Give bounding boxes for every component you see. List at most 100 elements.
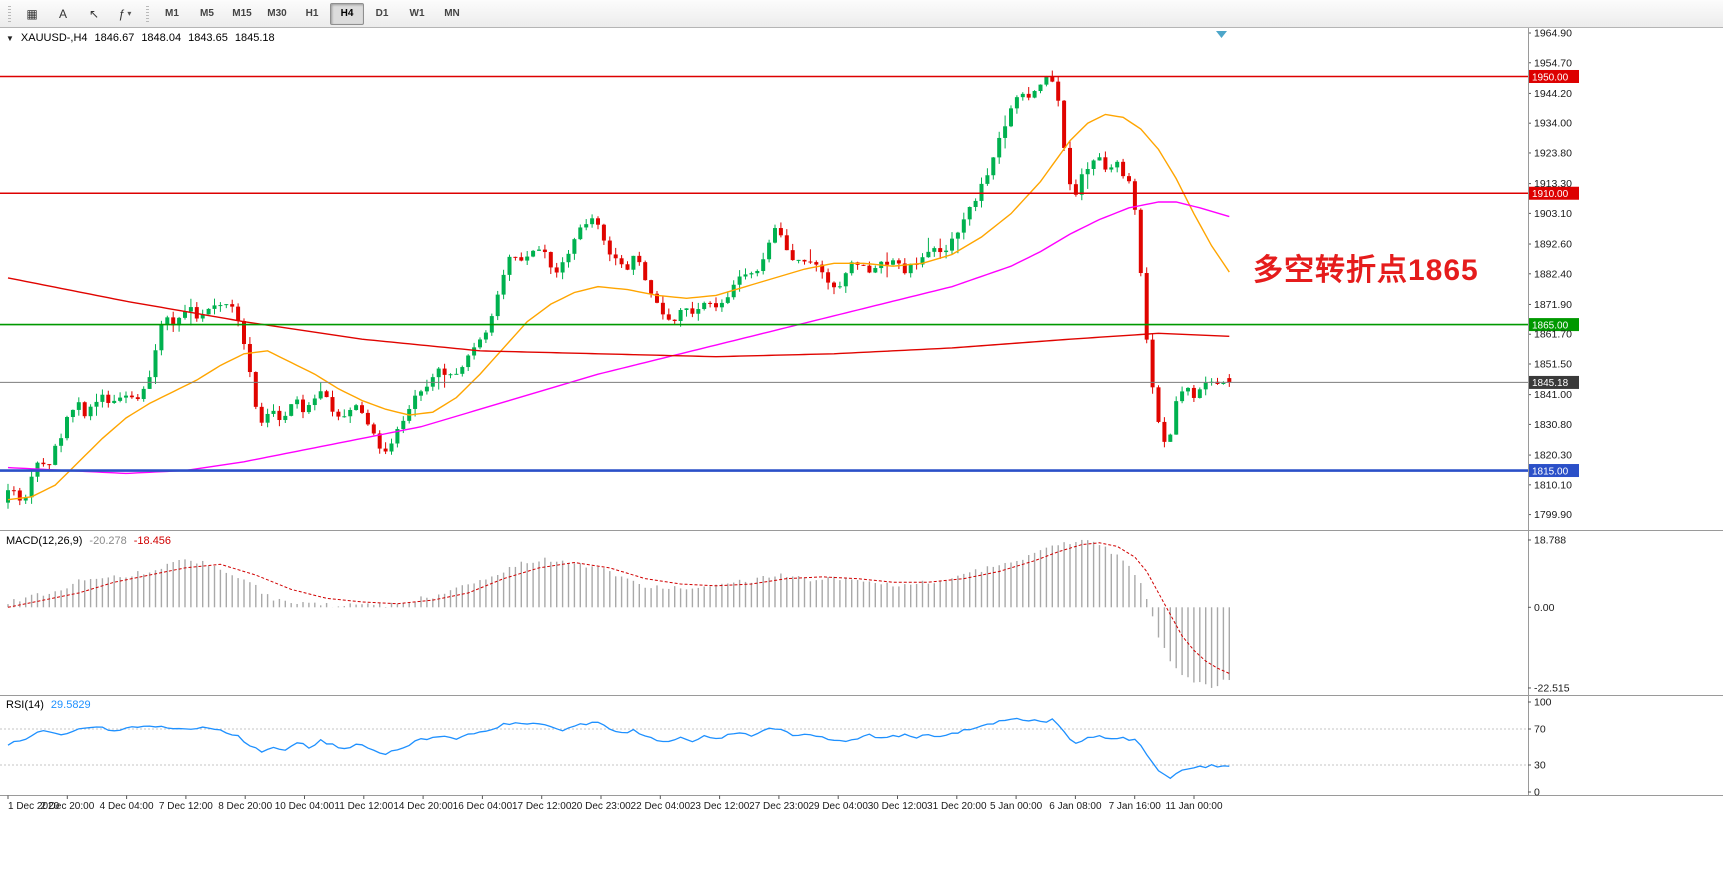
chart-grid-icon[interactable]: ▦ bbox=[26, 6, 38, 21]
candle-up bbox=[1014, 97, 1019, 109]
timeframe-h4[interactable]: H4 bbox=[330, 2, 364, 25]
candle-up bbox=[796, 259, 801, 261]
timeframe-m15[interactable]: M15 bbox=[232, 8, 252, 19]
timeframe-d1[interactable]: D1 bbox=[375, 8, 389, 19]
candle-up bbox=[183, 311, 187, 318]
candle-up bbox=[389, 443, 394, 452]
candle-down bbox=[896, 260, 901, 264]
rsi-value: 29.5829 bbox=[50, 699, 91, 711]
candle-up bbox=[271, 410, 276, 414]
candle-up bbox=[920, 257, 925, 265]
candle-up bbox=[483, 332, 488, 340]
candle-down bbox=[808, 261, 813, 263]
candle-down bbox=[230, 304, 235, 307]
toolbar-drag-handle[interactable] bbox=[146, 5, 149, 22]
candle-down bbox=[601, 224, 606, 241]
candle-up bbox=[719, 302, 724, 308]
candle-up bbox=[342, 416, 347, 418]
price-badge bbox=[1529, 464, 1579, 478]
candle-down bbox=[330, 397, 335, 412]
candle-down bbox=[666, 314, 671, 320]
candle-up bbox=[466, 355, 471, 368]
candle-up bbox=[23, 497, 28, 501]
ohlc-close: 1845.18 bbox=[234, 32, 275, 44]
price-axis-label: 1934.00 bbox=[1534, 118, 1572, 130]
candle-down bbox=[814, 262, 819, 265]
price-axis-label: 1882.40 bbox=[1534, 268, 1572, 280]
candle-down bbox=[253, 372, 258, 407]
candle-down bbox=[554, 267, 559, 273]
indicators-icon[interactable]: ƒ ▾ bbox=[118, 6, 132, 21]
price-badge bbox=[1529, 69, 1579, 83]
candle-down bbox=[336, 411, 341, 417]
macd-indicator-label: MACD(12,26,9) -20.278 -18.456 bbox=[6, 535, 171, 547]
time-axis-label: 4 Dec 04:00 bbox=[100, 801, 154, 812]
candle-down bbox=[82, 402, 87, 417]
chart-shift-marker-icon[interactable] bbox=[1216, 31, 1227, 38]
candle-down bbox=[135, 397, 140, 400]
rsi-line bbox=[7, 717, 1230, 780]
candle-up bbox=[749, 273, 754, 275]
candle-down bbox=[41, 462, 46, 465]
candle-down bbox=[1144, 273, 1149, 340]
candle-down bbox=[619, 258, 624, 265]
price-badge-label: 1910.00 bbox=[1532, 189, 1569, 200]
timeframe-w1[interactable]: W1 bbox=[409, 8, 425, 19]
candle-up bbox=[843, 273, 848, 287]
candle-up bbox=[755, 270, 760, 274]
candle-up bbox=[743, 274, 748, 277]
timeframe-m5[interactable]: M5 bbox=[200, 8, 214, 19]
candle-down bbox=[442, 368, 447, 375]
text-tool-icon[interactable]: A bbox=[58, 6, 67, 21]
candle-down bbox=[371, 424, 376, 434]
candle-up bbox=[849, 262, 854, 274]
candle-up bbox=[1044, 76, 1049, 85]
candle-up bbox=[1115, 161, 1120, 168]
candle-down bbox=[867, 265, 872, 273]
time-axis-label: 6 Jan 08:00 bbox=[1049, 801, 1102, 812]
candle-down bbox=[802, 259, 807, 262]
timeframe-m1[interactable]: M1 bbox=[165, 8, 179, 19]
candle-up bbox=[100, 394, 105, 402]
toolbar-drag-handle[interactable] bbox=[8, 5, 11, 22]
price-badge-label: 1865.00 bbox=[1532, 320, 1569, 331]
rsi-axis-label: 0 bbox=[1534, 787, 1540, 799]
main-price-plot[interactable] bbox=[6, 70, 1232, 509]
candle-up bbox=[1197, 389, 1202, 398]
time-axis-label: 14 Dec 20:00 bbox=[393, 801, 453, 812]
candle-down bbox=[938, 248, 943, 253]
candle-up bbox=[955, 232, 960, 239]
time-axis-label: 5 Jan 00:00 bbox=[990, 801, 1043, 812]
candle-up bbox=[1203, 382, 1208, 390]
time-axis-label: 11 Dec 12:00 bbox=[334, 801, 393, 812]
chart-area[interactable]: 1950.00 1910.00 1865.00 1815.00 1845.18 1964.… bbox=[0, 28, 1723, 896]
time-axis-label: 1 Dec 2020 bbox=[8, 801, 60, 812]
cursor-tool-icon[interactable]: ↖ bbox=[88, 6, 100, 21]
candle-up bbox=[932, 248, 937, 252]
candle-up bbox=[312, 398, 317, 406]
candle-down bbox=[1121, 161, 1126, 177]
chart-symbol-marker-icon: ▼ bbox=[6, 33, 14, 43]
candle-up bbox=[1168, 434, 1173, 442]
candle-up bbox=[212, 305, 217, 309]
candle-down bbox=[1050, 76, 1055, 82]
candle-up bbox=[88, 406, 93, 417]
candle-up bbox=[1221, 382, 1226, 384]
rsi-axis-label: 70 bbox=[1534, 724, 1546, 736]
candle-up bbox=[430, 377, 435, 387]
candle-up bbox=[731, 284, 736, 298]
candle-up bbox=[65, 417, 69, 439]
candle-down bbox=[324, 391, 329, 398]
timeframe-h1[interactable]: H1 bbox=[305, 8, 319, 19]
timeframe-mn[interactable]: MN bbox=[444, 8, 460, 19]
candle-up bbox=[177, 317, 182, 326]
timeframe-m30[interactable]: M30 bbox=[267, 8, 287, 19]
candle-up bbox=[348, 409, 353, 417]
time-axis-label: 31 Dec 20:00 bbox=[927, 801, 987, 812]
rsi-name: RSI(14) bbox=[6, 699, 44, 711]
candle-up bbox=[206, 308, 211, 315]
candle-down bbox=[1068, 147, 1072, 185]
price-badge bbox=[1529, 375, 1579, 389]
candle-up bbox=[1180, 391, 1185, 402]
chart-canvas[interactable]: 1950.00 1910.00 1865.00 1815.00 1845.18 1964.… bbox=[0, 28, 1723, 896]
